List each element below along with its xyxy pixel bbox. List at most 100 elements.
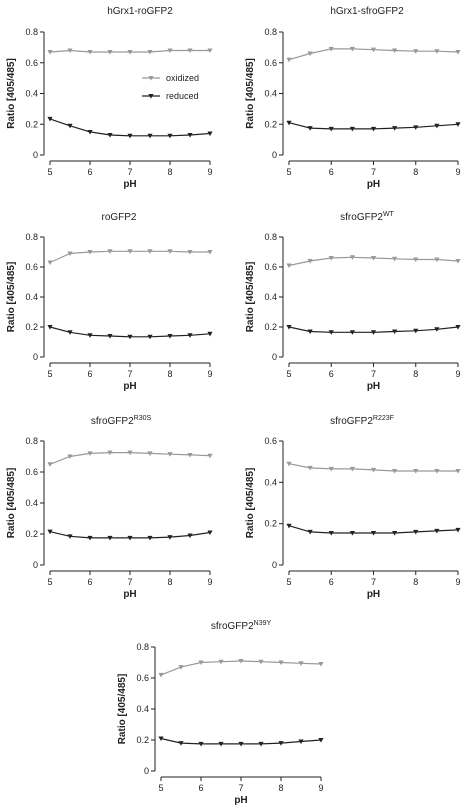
series-line-reduced <box>49 118 211 137</box>
chart-title-main: hGrx1-sfroGFP2 <box>330 6 404 17</box>
data-point-reduced <box>413 529 419 535</box>
data-point-reduced <box>107 133 113 138</box>
data-point-reduced <box>307 126 313 131</box>
data-point-reduced <box>434 528 440 534</box>
data-point-oxidized <box>370 467 377 473</box>
x-tick-label: 9 <box>318 783 323 793</box>
y-tick-label: 0.4 <box>25 292 38 302</box>
data-point-reduced <box>455 122 461 127</box>
data-point-oxidized <box>328 466 334 472</box>
y-tick-label: 0.8 <box>25 232 38 242</box>
chart-title: sfroGFP2R223F <box>330 415 394 427</box>
data-point-oxidized <box>434 49 440 54</box>
y-tick-label: 0 <box>272 352 277 362</box>
data-point-oxidized <box>455 259 461 264</box>
x-tick-label: 7 <box>238 783 243 793</box>
x-axis-title: pH <box>123 589 136 600</box>
data-point-reduced <box>127 133 133 139</box>
data-point-oxidized <box>392 256 398 262</box>
x-tick-label: 5 <box>158 783 163 793</box>
data-point-oxidized <box>198 660 204 666</box>
x-tick-label: 9 <box>207 577 212 587</box>
y-tick-label: 0 <box>272 150 277 160</box>
data-point-oxidized <box>328 256 334 261</box>
chart-title: roGFP2 <box>101 212 136 223</box>
data-point-oxidized <box>127 450 133 456</box>
data-point-reduced <box>167 535 173 540</box>
y-tick-label: 0.6 <box>136 673 149 683</box>
x-tick-label: 6 <box>198 783 203 793</box>
data-point-oxidized <box>178 665 184 670</box>
chart-title: sfroGFP2WT <box>340 211 394 223</box>
data-point-reduced <box>328 330 334 335</box>
data-point-oxidized <box>307 259 313 264</box>
chart-title: hGrx1-roGFP2 <box>107 6 173 17</box>
data-point-oxidized <box>238 658 244 664</box>
chart-panel-1: hGrx1-roGFP2 0 0.2 0.4 0.6 0.8 5 6 7 8 9 pH Ratio [4… <box>6 6 213 190</box>
data-point-oxidized <box>187 48 193 54</box>
data-point-reduced <box>167 334 173 339</box>
data-point-oxidized <box>167 452 173 457</box>
data-point-reduced <box>258 741 264 747</box>
data-point-oxidized <box>87 451 93 456</box>
data-point-reduced <box>307 529 313 535</box>
data-point-oxidized <box>47 462 53 467</box>
chart-title-superscript: N39Y <box>254 620 272 627</box>
data-point-oxidized <box>307 51 313 57</box>
y-tick-label: 0 <box>144 766 149 776</box>
x-tick-label: 6 <box>329 167 334 177</box>
y-tick-label: 0.6 <box>264 58 277 68</box>
y-axis-title: Ratio [405/485] <box>6 468 17 539</box>
data-point-reduced <box>147 133 153 139</box>
y-tick-label: 0.2 <box>264 519 277 529</box>
x-axis-title: pH <box>123 179 136 190</box>
data-point-oxidized <box>207 453 213 459</box>
data-point-oxidized <box>207 48 213 54</box>
data-point-oxidized <box>47 49 53 55</box>
data-point-reduced <box>286 325 292 330</box>
data-point-reduced <box>127 334 133 340</box>
data-point-reduced <box>107 334 113 339</box>
data-point-reduced <box>349 530 355 536</box>
data-point-reduced <box>67 330 73 335</box>
legend-marker-reduced <box>148 94 154 99</box>
y-axis-title: Ratio [405/485] <box>117 674 128 745</box>
data-point-oxidized <box>298 661 304 666</box>
data-point-reduced <box>286 120 292 126</box>
chart-title-main: sfroGFP2 <box>211 621 254 632</box>
y-tick-label: 0.2 <box>25 322 38 332</box>
data-point-oxidized <box>286 263 292 269</box>
chart-title-superscript: R30S <box>134 415 152 422</box>
y-axis-title: Ratio [405/485] <box>6 58 17 129</box>
x-tick-label: 6 <box>87 167 92 177</box>
x-tick-label: 7 <box>127 577 132 587</box>
x-tick-label: 7 <box>371 167 376 177</box>
x-tick-label: 9 <box>207 167 212 177</box>
y-tick-label: 0.6 <box>264 436 277 446</box>
y-tick-label: 0 <box>33 352 38 362</box>
chart-title-superscript: WT <box>383 211 395 218</box>
data-point-reduced <box>434 327 440 332</box>
data-point-reduced <box>434 123 440 129</box>
data-point-oxidized <box>307 465 313 471</box>
data-point-oxidized <box>187 452 193 458</box>
data-point-reduced <box>328 126 334 132</box>
data-point-oxidized <box>318 662 324 667</box>
x-tick-label: 9 <box>455 369 460 379</box>
chart-panel-7: sfroGFP2N39Y 0 0.2 0.4 0.6 0.8 5 6 7 8 9 pH Ratio [4… <box>117 620 324 806</box>
data-point-reduced <box>392 530 398 536</box>
data-point-reduced <box>47 116 53 122</box>
data-point-oxidized <box>455 49 461 55</box>
x-tick-label: 5 <box>286 369 291 379</box>
data-point-reduced <box>307 329 313 335</box>
data-point-reduced <box>107 535 113 541</box>
data-point-reduced <box>328 530 334 536</box>
y-tick-label: 0.4 <box>264 89 277 99</box>
data-point-reduced <box>167 133 173 139</box>
data-point-oxidized <box>286 461 292 467</box>
data-point-reduced <box>370 330 377 335</box>
chart-title-main: sfroGFP2 <box>91 416 134 427</box>
x-tick-label: 6 <box>329 369 334 379</box>
data-point-reduced <box>413 125 419 130</box>
